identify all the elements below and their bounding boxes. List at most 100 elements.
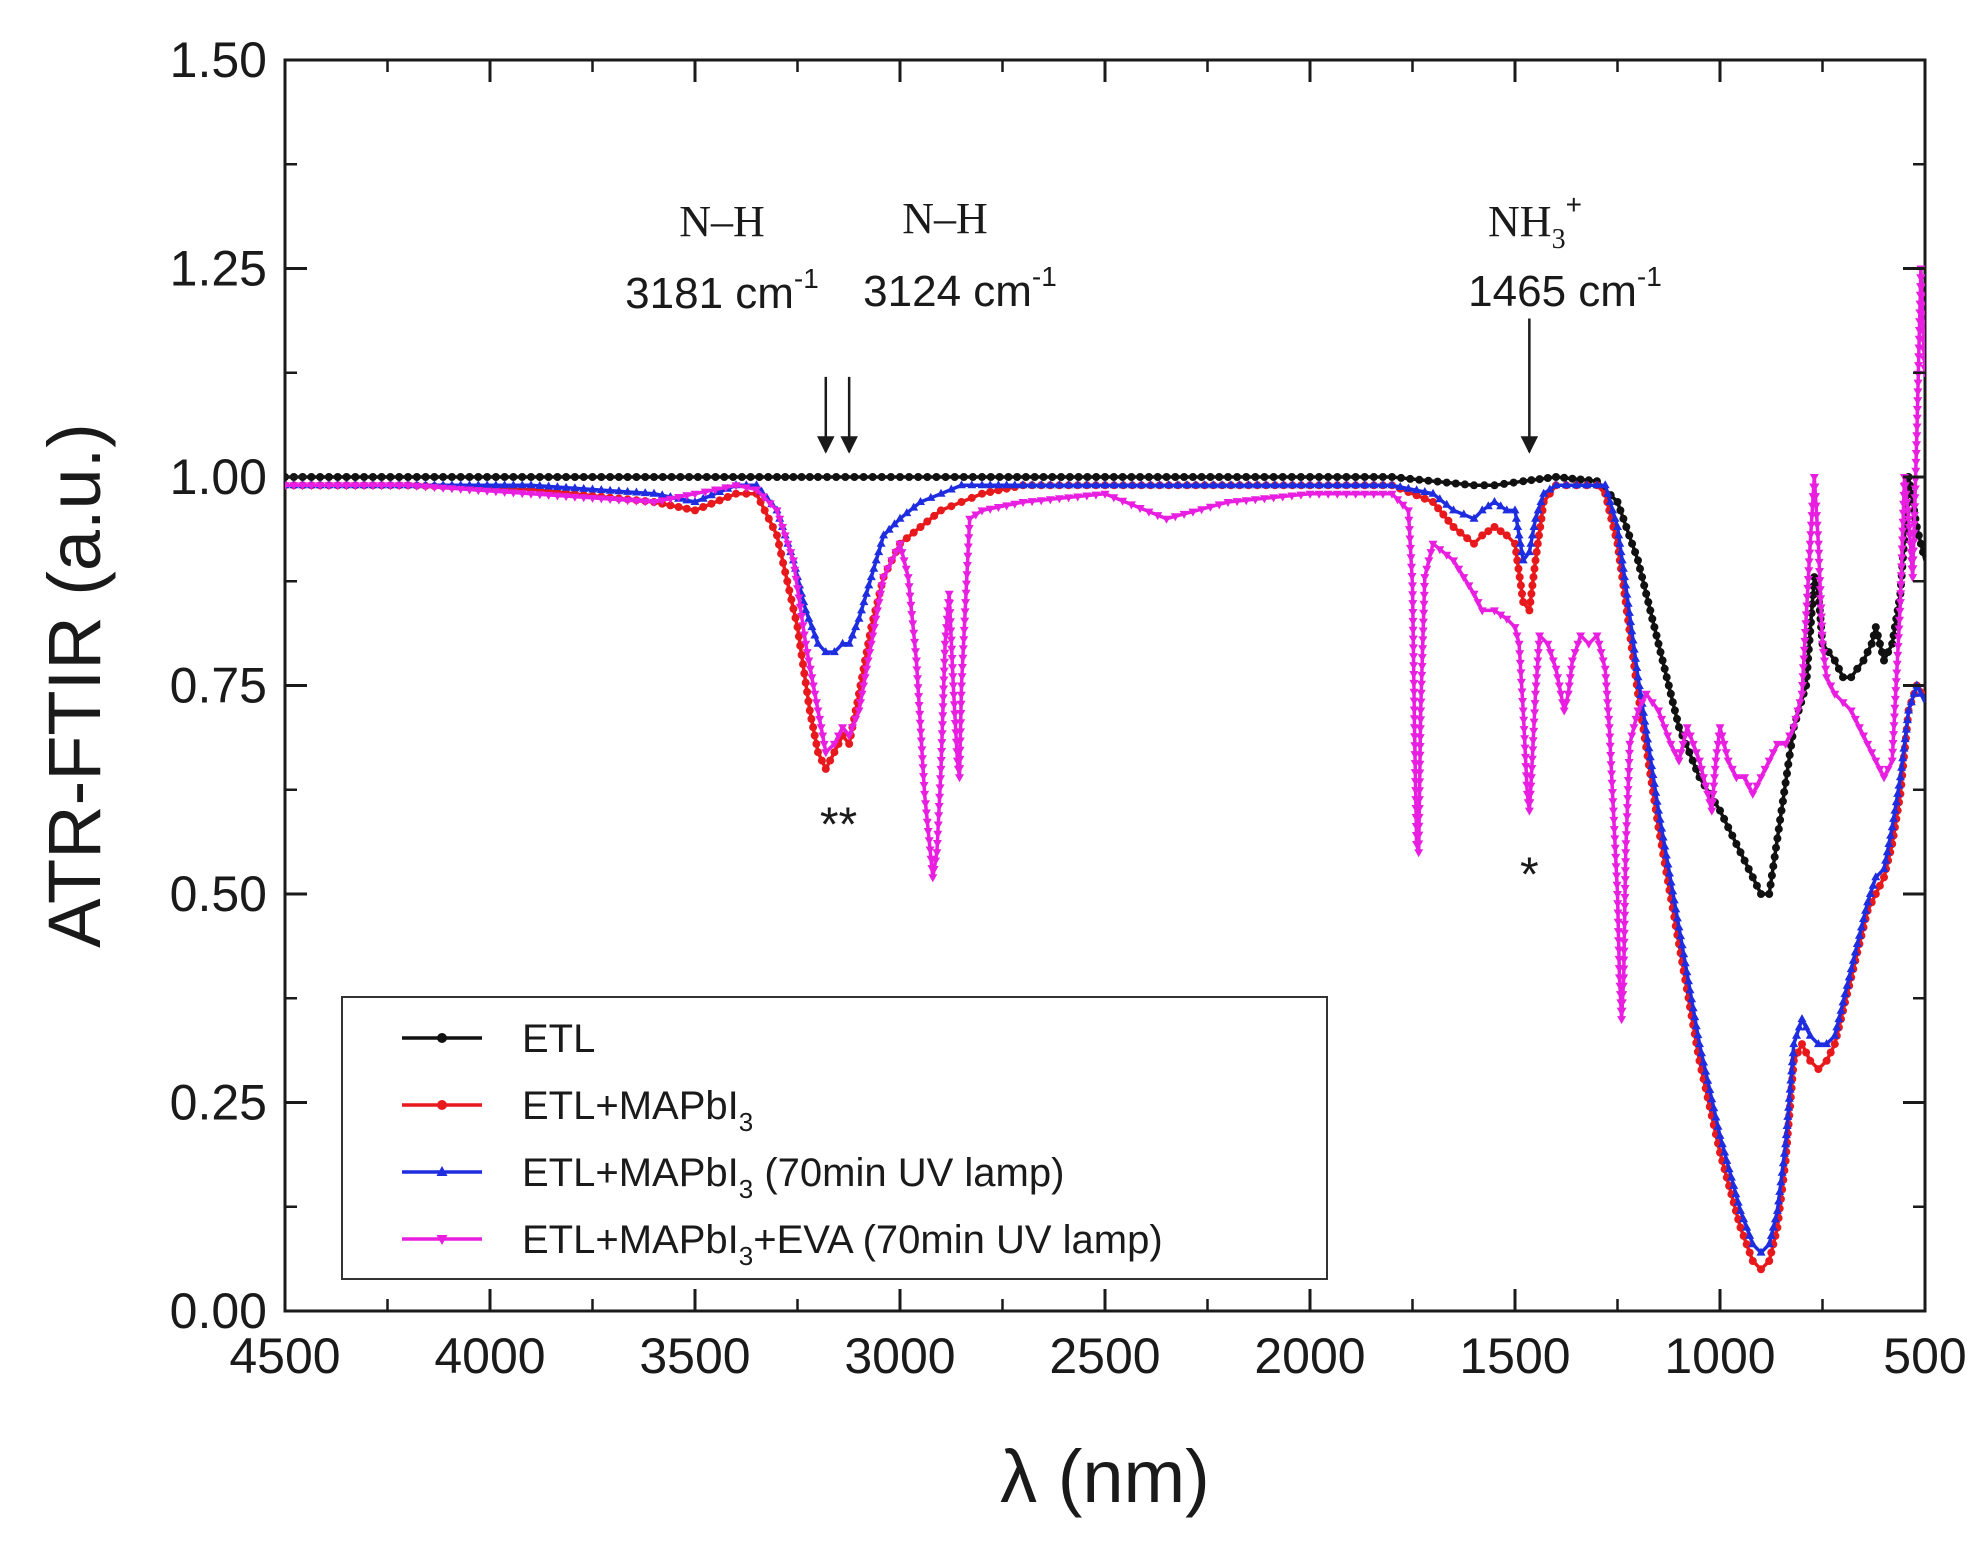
data-point	[1634, 681, 1644, 690]
data-point	[1661, 850, 1671, 859]
data-point	[368, 482, 378, 491]
data-point	[871, 555, 881, 564]
data-point	[819, 740, 829, 749]
axis-ticks: 4500 4000 3500 3000 2500 2000 1500 1000 500 0.00 0…	[170, 32, 1967, 1384]
data-point	[649, 488, 659, 497]
data-point	[1100, 490, 1110, 499]
data-point	[1766, 880, 1775, 889]
data-point	[1484, 527, 1493, 536]
data-point	[597, 473, 606, 481]
data-point	[1626, 617, 1636, 626]
data-point	[1426, 549, 1436, 558]
data-point	[960, 608, 970, 617]
data-point	[315, 482, 325, 491]
data-point	[570, 483, 580, 492]
data-point	[1875, 765, 1885, 774]
data-point	[1469, 590, 1479, 599]
data-point	[1395, 482, 1405, 490]
data-point	[1418, 645, 1428, 654]
data-point	[1409, 671, 1419, 679]
data-point	[1910, 485, 1920, 494]
data-point	[1582, 480, 1592, 489]
data-point	[1611, 863, 1621, 872]
data-point	[1894, 780, 1904, 789]
data-point	[1880, 873, 1888, 882]
data-point	[674, 503, 683, 511]
data-point	[1897, 545, 1907, 554]
data-point	[1013, 473, 1022, 481]
data-point	[1637, 699, 1647, 708]
data-point	[1770, 1214, 1780, 1223]
data-point	[1306, 473, 1314, 481]
data-point	[915, 710, 925, 719]
data-point	[685, 473, 694, 481]
data-point	[1832, 1022, 1842, 1031]
data-point	[1898, 509, 1908, 518]
data-point	[1594, 640, 1604, 649]
data-point	[926, 492, 936, 501]
data-point	[1850, 947, 1860, 956]
data-point	[1896, 572, 1906, 581]
data-point	[968, 473, 977, 481]
data-point	[1619, 965, 1629, 974]
data-point	[1888, 748, 1898, 757]
data-point	[1408, 600, 1418, 609]
data-point	[1135, 505, 1145, 513]
data-point	[721, 484, 731, 493]
data-point	[1397, 473, 1406, 482]
data-point	[1621, 580, 1631, 589]
data-point	[847, 724, 857, 733]
data-point	[1917, 283, 1925, 292]
data-point	[1651, 787, 1661, 796]
data-point	[1744, 865, 1753, 873]
data-point	[1608, 798, 1618, 807]
data-point	[1732, 840, 1741, 848]
data-point	[1420, 494, 1429, 503]
data-point	[961, 599, 971, 608]
data-point	[933, 830, 943, 839]
x-tick-label: 3500	[639, 1328, 750, 1384]
data-point	[1603, 707, 1613, 716]
data-point	[921, 800, 930, 809]
plot-area: 4500 4000 3500 3000 2500 2000 1500 1000 500 0.00 0…	[170, 32, 1967, 1384]
data-point	[1360, 490, 1370, 499]
data-point	[1744, 782, 1754, 791]
data-point	[1839, 673, 1847, 682]
data-point	[1859, 914, 1868, 922]
data-point	[1809, 474, 1819, 482]
data-point	[1778, 1158, 1788, 1167]
data-point	[1631, 715, 1641, 724]
data-point	[1844, 972, 1854, 981]
data-point	[1415, 769, 1425, 778]
data-point	[1904, 705, 1914, 714]
data-point	[1109, 480, 1119, 489]
data-point	[1592, 480, 1602, 489]
legend-item-0: ETL	[402, 1017, 595, 1061]
x-tick-label: 2000	[1254, 1328, 1365, 1384]
data-point	[1781, 740, 1791, 749]
data-point	[1269, 494, 1279, 503]
data-point	[1722, 1155, 1732, 1164]
data-point	[1518, 555, 1528, 564]
data-point	[1628, 635, 1638, 644]
data-point	[1901, 490, 1911, 499]
data-point	[957, 498, 966, 506]
data-point	[1526, 538, 1536, 547]
data-point	[1515, 650, 1525, 659]
data-point	[1171, 473, 1180, 481]
data-point	[1815, 568, 1824, 576]
data-point	[917, 746, 927, 755]
data-point	[1109, 473, 1118, 481]
data-point	[1620, 867, 1630, 876]
data-point	[816, 724, 826, 733]
data-point	[682, 504, 691, 513]
data-point	[1408, 609, 1418, 617]
data-point	[1709, 1103, 1719, 1112]
data-point	[925, 846, 935, 855]
data-point	[561, 482, 571, 491]
data-point	[955, 774, 964, 783]
data-point	[1666, 740, 1676, 749]
data-point	[1510, 624, 1520, 633]
data-point	[1636, 564, 1644, 573]
data-point	[707, 499, 716, 508]
